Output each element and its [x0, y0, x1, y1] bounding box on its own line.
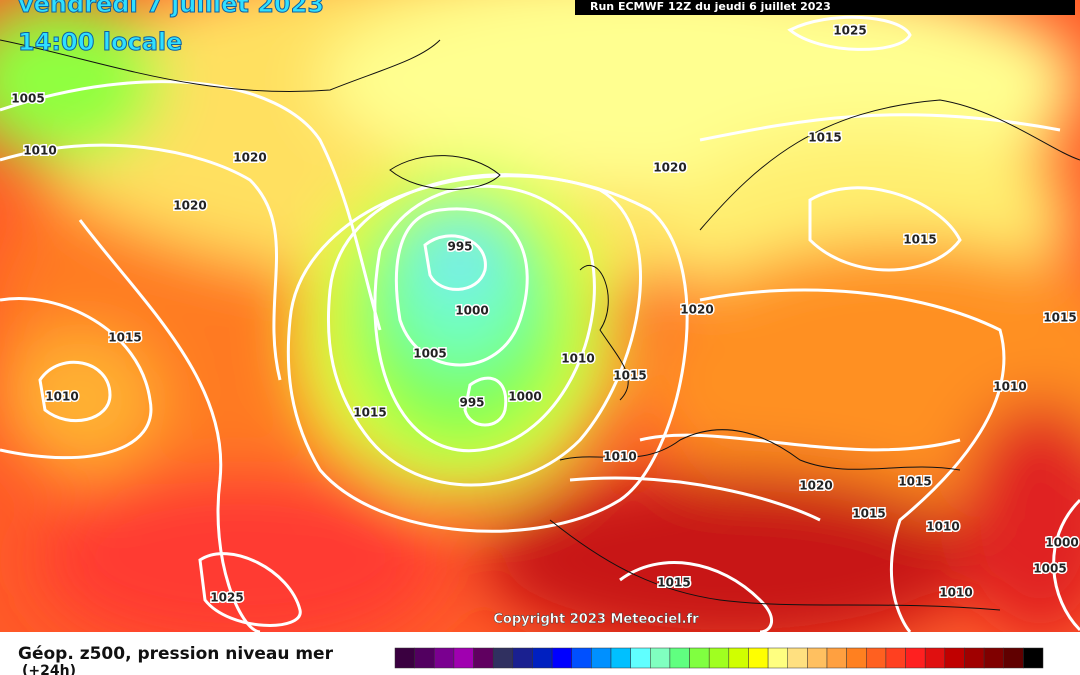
scale-swatch: [905, 647, 926, 669]
run-info: Run ECMWF 12Z du jeudi 6 juillet 2023: [590, 0, 831, 13]
coastlines: [0, 39, 1080, 611]
scale-swatch: [669, 647, 690, 669]
isobar-label: 1000: [508, 390, 541, 404]
isobar-label: 1010: [993, 380, 1026, 394]
scale-swatch: [924, 647, 946, 669]
isobar-label: 1015: [808, 131, 841, 145]
scale-swatch: [630, 647, 651, 669]
scale-swatch: [650, 647, 671, 669]
isobar-label: 1020: [680, 303, 713, 317]
scale-swatch: [846, 647, 867, 669]
isobar-label: 1010: [45, 390, 78, 404]
scale-swatch: [473, 647, 494, 669]
color-scale: [394, 647, 1044, 669]
isobar-label: 1015: [657, 576, 690, 590]
scale-swatch: [532, 647, 553, 669]
isobar-label: 1025: [833, 24, 866, 38]
isobar-label: 1000: [455, 304, 488, 318]
scale-swatch: [571, 647, 592, 669]
scale-swatch: [708, 647, 730, 669]
scale-swatch: [512, 647, 533, 669]
date-title: vendredi 7 juillet 2023: [18, 0, 324, 18]
scale-swatch: [748, 647, 769, 669]
isobar-label: 1020: [233, 151, 266, 165]
color-field: [0, 0, 1080, 632]
map-field: [0, 0, 1080, 632]
scale-swatch: [453, 647, 474, 669]
caption-step: (+24h): [22, 663, 76, 675]
isobar-label: 1015: [1043, 311, 1076, 325]
scale-swatch: [492, 647, 514, 669]
isobar-label: 995: [447, 240, 472, 254]
isobar-label: 1010: [561, 352, 594, 366]
time-title: 14:00 locale: [18, 28, 182, 56]
isobar-label: 1005: [413, 347, 446, 361]
scale-swatch: [826, 647, 847, 669]
isobar-label: 1025: [210, 591, 243, 605]
scale-swatch: [610, 647, 631, 669]
scale-swatch: [551, 647, 572, 669]
scale-swatch: [591, 647, 612, 669]
isobar-label: 1010: [603, 450, 636, 464]
isobar-label: 1015: [903, 233, 936, 247]
scale-swatch: [434, 647, 455, 669]
run-banner: [575, 0, 1075, 15]
isobars: [0, 15, 1080, 632]
isobar-label: 1020: [653, 161, 686, 175]
isobar-label: 1010: [939, 586, 972, 600]
scale-swatch: [885, 647, 906, 669]
isobar-label: 1005: [11, 92, 44, 106]
isobar-labels: 1005 1010 1020 1020 1015 1010 995 1000 1005 995 10…: [10, 22, 1080, 606]
isobar-label: 1005: [1033, 562, 1066, 576]
isobar-label: 1010: [926, 520, 959, 534]
scale-swatch: [767, 647, 788, 669]
isobar-label: 1015: [613, 369, 646, 383]
copyright: Copyright 2023 Meteociel.fr: [493, 612, 699, 627]
scale-swatch: [983, 647, 1004, 669]
isobar-label: 1015: [898, 475, 931, 489]
scale-swatch: [1003, 647, 1024, 669]
isobar-label: 1015: [353, 406, 386, 420]
scale-swatch: [807, 647, 828, 669]
scale-swatch: [787, 647, 808, 669]
scale-swatch: [728, 647, 749, 669]
scale-swatch: [1023, 647, 1044, 669]
isobar-label: 995: [459, 396, 484, 410]
isobar-label: 1010: [23, 144, 56, 158]
caption-title: Géop. z500, pression niveau mer: [18, 644, 334, 664]
isobar-label: 1000: [1045, 536, 1078, 550]
isobar-label: 1020: [799, 479, 832, 493]
isobar-label: 1015: [108, 331, 141, 345]
scale-swatch: [394, 647, 415, 669]
scale-swatch: [964, 647, 985, 669]
scale-swatch: [689, 647, 710, 669]
isobar-label: 1020: [173, 199, 206, 213]
isobar-label: 1015: [852, 507, 885, 521]
scale-swatch: [414, 647, 435, 669]
scale-swatch: [944, 647, 965, 669]
scale-swatch: [866, 647, 887, 669]
